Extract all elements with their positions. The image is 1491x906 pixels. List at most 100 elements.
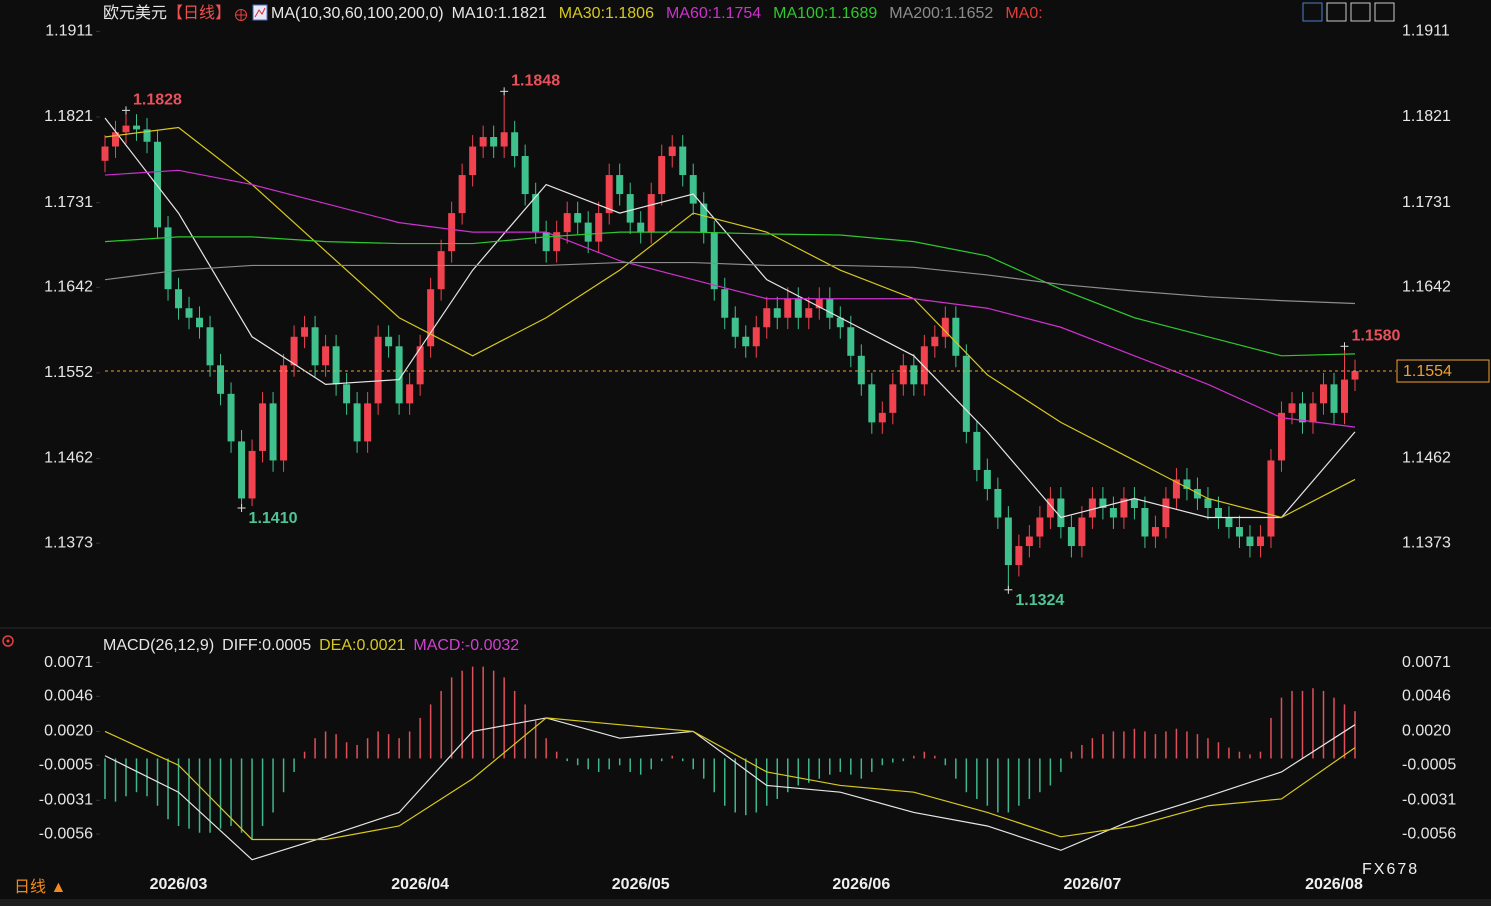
ma-line	[104, 126, 1356, 519]
macd-bar	[702, 758, 705, 779]
status-strip	[0, 899, 1491, 906]
macd-bar	[618, 758, 621, 766]
macd-bar	[745, 758, 747, 816]
macd-bar	[125, 758, 127, 797]
candle-body	[1256, 536, 1264, 547]
candle-body	[238, 441, 246, 499]
macd-bar	[629, 758, 631, 772]
macd-bar	[282, 758, 285, 793]
legend-item: MA10:1.1821	[452, 5, 547, 22]
last-price-label: 1.1554	[1403, 363, 1452, 380]
candle-body	[259, 403, 267, 451]
macd-bar	[1175, 728, 1178, 759]
candle-body	[490, 137, 498, 147]
macd-bar	[387, 734, 390, 759]
macd-bar	[513, 690, 516, 759]
candle-body	[385, 336, 393, 347]
candle-body	[479, 137, 487, 147]
x-tick-label: 2026/05	[612, 876, 670, 893]
candle-body	[322, 346, 330, 366]
macd-bar	[1301, 690, 1304, 759]
candle-body	[1214, 507, 1222, 518]
macd-bar	[146, 758, 148, 797]
candle-body	[353, 403, 361, 442]
legend-item: 【日线】	[167, 4, 231, 22]
macd-bar	[534, 720, 537, 759]
macd-bar	[766, 758, 768, 806]
y2-tick-label: -0.0005	[1402, 756, 1456, 773]
macd-bar	[1049, 758, 1052, 786]
chart-icon	[254, 7, 266, 18]
tool-icon[interactable]	[1374, 2, 1395, 22]
candle-body	[1235, 527, 1243, 537]
candle-body	[427, 289, 435, 347]
candle-body	[920, 346, 928, 385]
legend-item: DIFF:0.0005	[222, 637, 311, 654]
candle-body	[836, 317, 844, 328]
candle-body	[1172, 479, 1180, 499]
y-tick-label: 1.1731	[44, 194, 93, 211]
macd-bar	[240, 758, 243, 833]
legend-item: 欧元美元	[103, 4, 167, 22]
y2-tick-label: 1.1731	[1402, 194, 1451, 211]
ma-line	[104, 261, 1356, 305]
macd-bar	[1112, 731, 1115, 759]
legend-item: MA30:1.1806	[559, 5, 654, 22]
macd-bar	[913, 755, 915, 759]
candle-body	[962, 355, 970, 432]
x-tick-label: 2026/06	[832, 876, 890, 893]
macd-bar	[440, 690, 442, 759]
macd-bar	[398, 738, 400, 759]
candle-body	[416, 346, 424, 385]
macd-bar	[1060, 758, 1062, 772]
legend-item: MACD(26,12,9)	[103, 637, 214, 654]
macd-bar	[1217, 742, 1220, 759]
macd-line	[104, 717, 1356, 841]
candle-body	[206, 327, 214, 366]
macd-bar	[545, 738, 547, 759]
extreme-label: 1.1828	[133, 92, 182, 109]
y2-tick-label: -0.0031	[1402, 792, 1456, 809]
macd-bar	[850, 758, 852, 775]
ma-line	[104, 169, 1356, 428]
candle-body	[847, 327, 855, 356]
candle-body	[542, 232, 550, 252]
candle-body	[332, 346, 340, 385]
candle-body	[731, 317, 739, 337]
settings-icon[interactable]	[235, 9, 248, 21]
candle-body	[553, 232, 561, 252]
macd-bar	[1186, 731, 1188, 759]
y2-tick-label: 1.1911	[1402, 23, 1450, 40]
tool-icon[interactable]	[1326, 2, 1347, 22]
candle-body	[1351, 371, 1359, 380]
candle-body	[280, 365, 288, 461]
candle-body	[1099, 498, 1107, 508]
macd-bar	[230, 758, 232, 826]
candle-body	[742, 336, 750, 347]
candle-body	[595, 213, 603, 242]
x-tick-label: 2026/04	[391, 876, 449, 893]
candle-body	[815, 298, 823, 309]
y2-tick-label: -0.0056	[1402, 825, 1456, 842]
candle-body	[1109, 507, 1117, 518]
macd-bar	[1354, 711, 1356, 759]
candle-body	[364, 403, 372, 442]
macd-bar	[219, 758, 222, 829]
candle-body	[605, 175, 613, 214]
period-switch[interactable]: 日线 ▲	[14, 878, 66, 896]
candle-body	[1036, 517, 1044, 537]
tool-icon[interactable]	[1350, 2, 1371, 22]
candle-body	[752, 327, 760, 347]
indicator-icon[interactable]	[2, 635, 14, 647]
candle-body	[1025, 536, 1033, 547]
macd-bar	[566, 758, 568, 762]
tool-icon[interactable]	[1302, 2, 1323, 22]
candle-body	[637, 222, 645, 233]
macd-bar	[429, 704, 432, 759]
macd-bar	[692, 758, 694, 770]
macd-bar	[482, 666, 484, 759]
y2-tick-label: 0.0020	[1402, 723, 1451, 740]
candle-body	[185, 308, 193, 318]
macd-bar	[524, 704, 526, 759]
